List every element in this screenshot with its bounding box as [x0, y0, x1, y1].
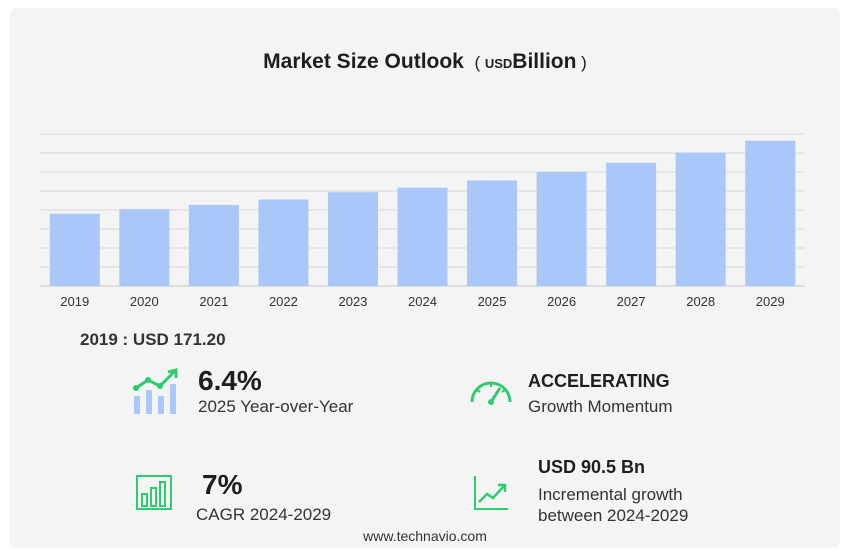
- bar-chart: 2019 2020 2021 2022 2023 2024 2025 2026 2027 2028…: [40, 133, 805, 309]
- bar-2020: [119, 209, 170, 286]
- growth-bars-icon: [133, 368, 178, 414]
- kpi-cagr: 7% CAGR 2024-2029: [196, 470, 331, 525]
- footer-link[interactable]: www.technavio.com: [363, 528, 487, 544]
- market-card: Market Size Outlook ( USDBillion ) 2019 2…: [10, 8, 840, 548]
- x-tick-label: 2019: [60, 294, 89, 309]
- kpi-momentum: ACCELERATING Growth Momentum: [528, 370, 673, 417]
- x-tick-label: 2028: [686, 294, 715, 309]
- chart-unit: ( USDBillion ): [469, 50, 587, 73]
- x-tick-label: 2026: [547, 294, 576, 309]
- kpi-incremental-label-2: between 2024-2029: [538, 506, 689, 525]
- bar-2027: [606, 162, 657, 286]
- unit-prefix: USD: [484, 56, 513, 71]
- kpi-yoy-label: 2025 Year-over-Year: [198, 397, 354, 416]
- summary-value: 2019 : USD 171.20: [80, 330, 226, 349]
- bar-2019: [49, 213, 100, 286]
- x-tick-label: 2029: [756, 294, 785, 309]
- chart-title-text: Market Size Outlook: [263, 50, 464, 73]
- x-tick-label: 2023: [338, 294, 367, 309]
- kpi-cagr-label: CAGR 2024-2029: [196, 505, 332, 524]
- speedometer-icon: [470, 381, 512, 405]
- line-chart-icon: [474, 476, 508, 510]
- bar-2029: [745, 140, 796, 286]
- kpi-yoy: 6.4% 2025 Year-over-Year: [198, 366, 353, 417]
- bar-2024: [397, 187, 448, 286]
- bar-2021: [188, 204, 239, 286]
- kpi-incremental-value: USD 90.5 Bn: [538, 457, 646, 477]
- bar-2025: [467, 180, 518, 286]
- kpi-cagr-value: 7%: [202, 469, 243, 500]
- kpi-incremental-label-1: Incremental growth: [538, 485, 683, 504]
- chart-title: Market Size Outlook ( USDBillion ): [10, 50, 840, 74]
- x-tick-label: 2020: [130, 294, 159, 309]
- x-tick-label: 2027: [617, 294, 646, 309]
- x-tick-label: 2022: [269, 294, 298, 309]
- x-tick-label: 2024: [408, 294, 437, 309]
- bar-2022: [258, 199, 309, 286]
- bar-2028: [675, 152, 726, 286]
- unit-suffix: Billion: [512, 50, 577, 73]
- kpi-incremental: USD 90.5 Bn Incremental growth between 2…: [538, 456, 688, 526]
- bar-2023: [327, 192, 378, 286]
- bar-2026: [536, 172, 587, 286]
- kpi-momentum-label: Growth Momentum: [528, 397, 673, 416]
- bar-chart-icon: [136, 475, 172, 510]
- x-tick-label: 2025: [478, 294, 507, 309]
- x-tick-label: 2021: [199, 294, 228, 309]
- kpi-momentum-value: ACCELERATING: [528, 371, 670, 391]
- kpi-yoy-value: 6.4%: [198, 365, 262, 396]
